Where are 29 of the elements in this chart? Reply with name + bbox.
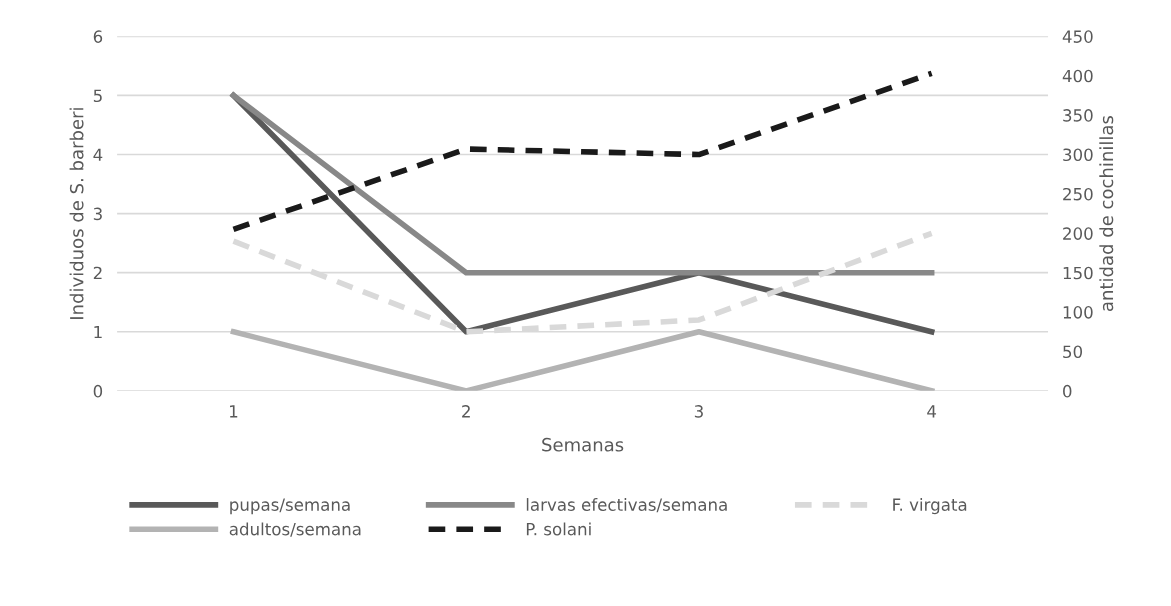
y2-tick-label: 200: [1063, 227, 1093, 240]
x-tick-label: 2: [462, 405, 470, 418]
y-axis-title: Individuos de S. barberi: [69, 108, 84, 319]
y2-tick-label: 350: [1063, 109, 1093, 122]
y2-axis-title: antidad de cochinillas: [1099, 116, 1114, 312]
y-tick-label: 3: [93, 207, 102, 221]
y2-tick-label: 100: [1063, 306, 1093, 319]
y-tick-label: 6: [93, 30, 103, 43]
y-tick-label: 0: [93, 384, 103, 398]
legend-label: P. solani: [526, 522, 591, 536]
y2-tick-label: 300: [1063, 148, 1093, 162]
y-tick-label: 1: [94, 325, 102, 339]
y2-tick-label: 150: [1063, 266, 1093, 280]
legend-label: larvas efectivas/semana: [526, 498, 727, 513]
y2-tick-label: 400: [1062, 69, 1093, 83]
y-tick-label: 2: [93, 266, 102, 280]
x-tick-label: 4: [927, 405, 937, 418]
legend-label: F. virgata: [893, 498, 967, 515]
x-tick-label: 1: [230, 405, 238, 418]
y2-tick-label: 50: [1063, 345, 1083, 359]
x-axis-title: Semanas: [542, 437, 624, 452]
y2-tick-label: 450: [1062, 30, 1093, 43]
legend-label: adultos/semana: [229, 522, 361, 537]
y-tick-label: 4: [93, 148, 103, 161]
y2-tick-label: 0: [1063, 384, 1072, 398]
x-tick-label: 3: [694, 405, 703, 418]
y-tick-label: 5: [93, 89, 102, 103]
y2-tick-label: 250: [1063, 187, 1093, 201]
legend-label: pupas/semana: [230, 498, 350, 515]
